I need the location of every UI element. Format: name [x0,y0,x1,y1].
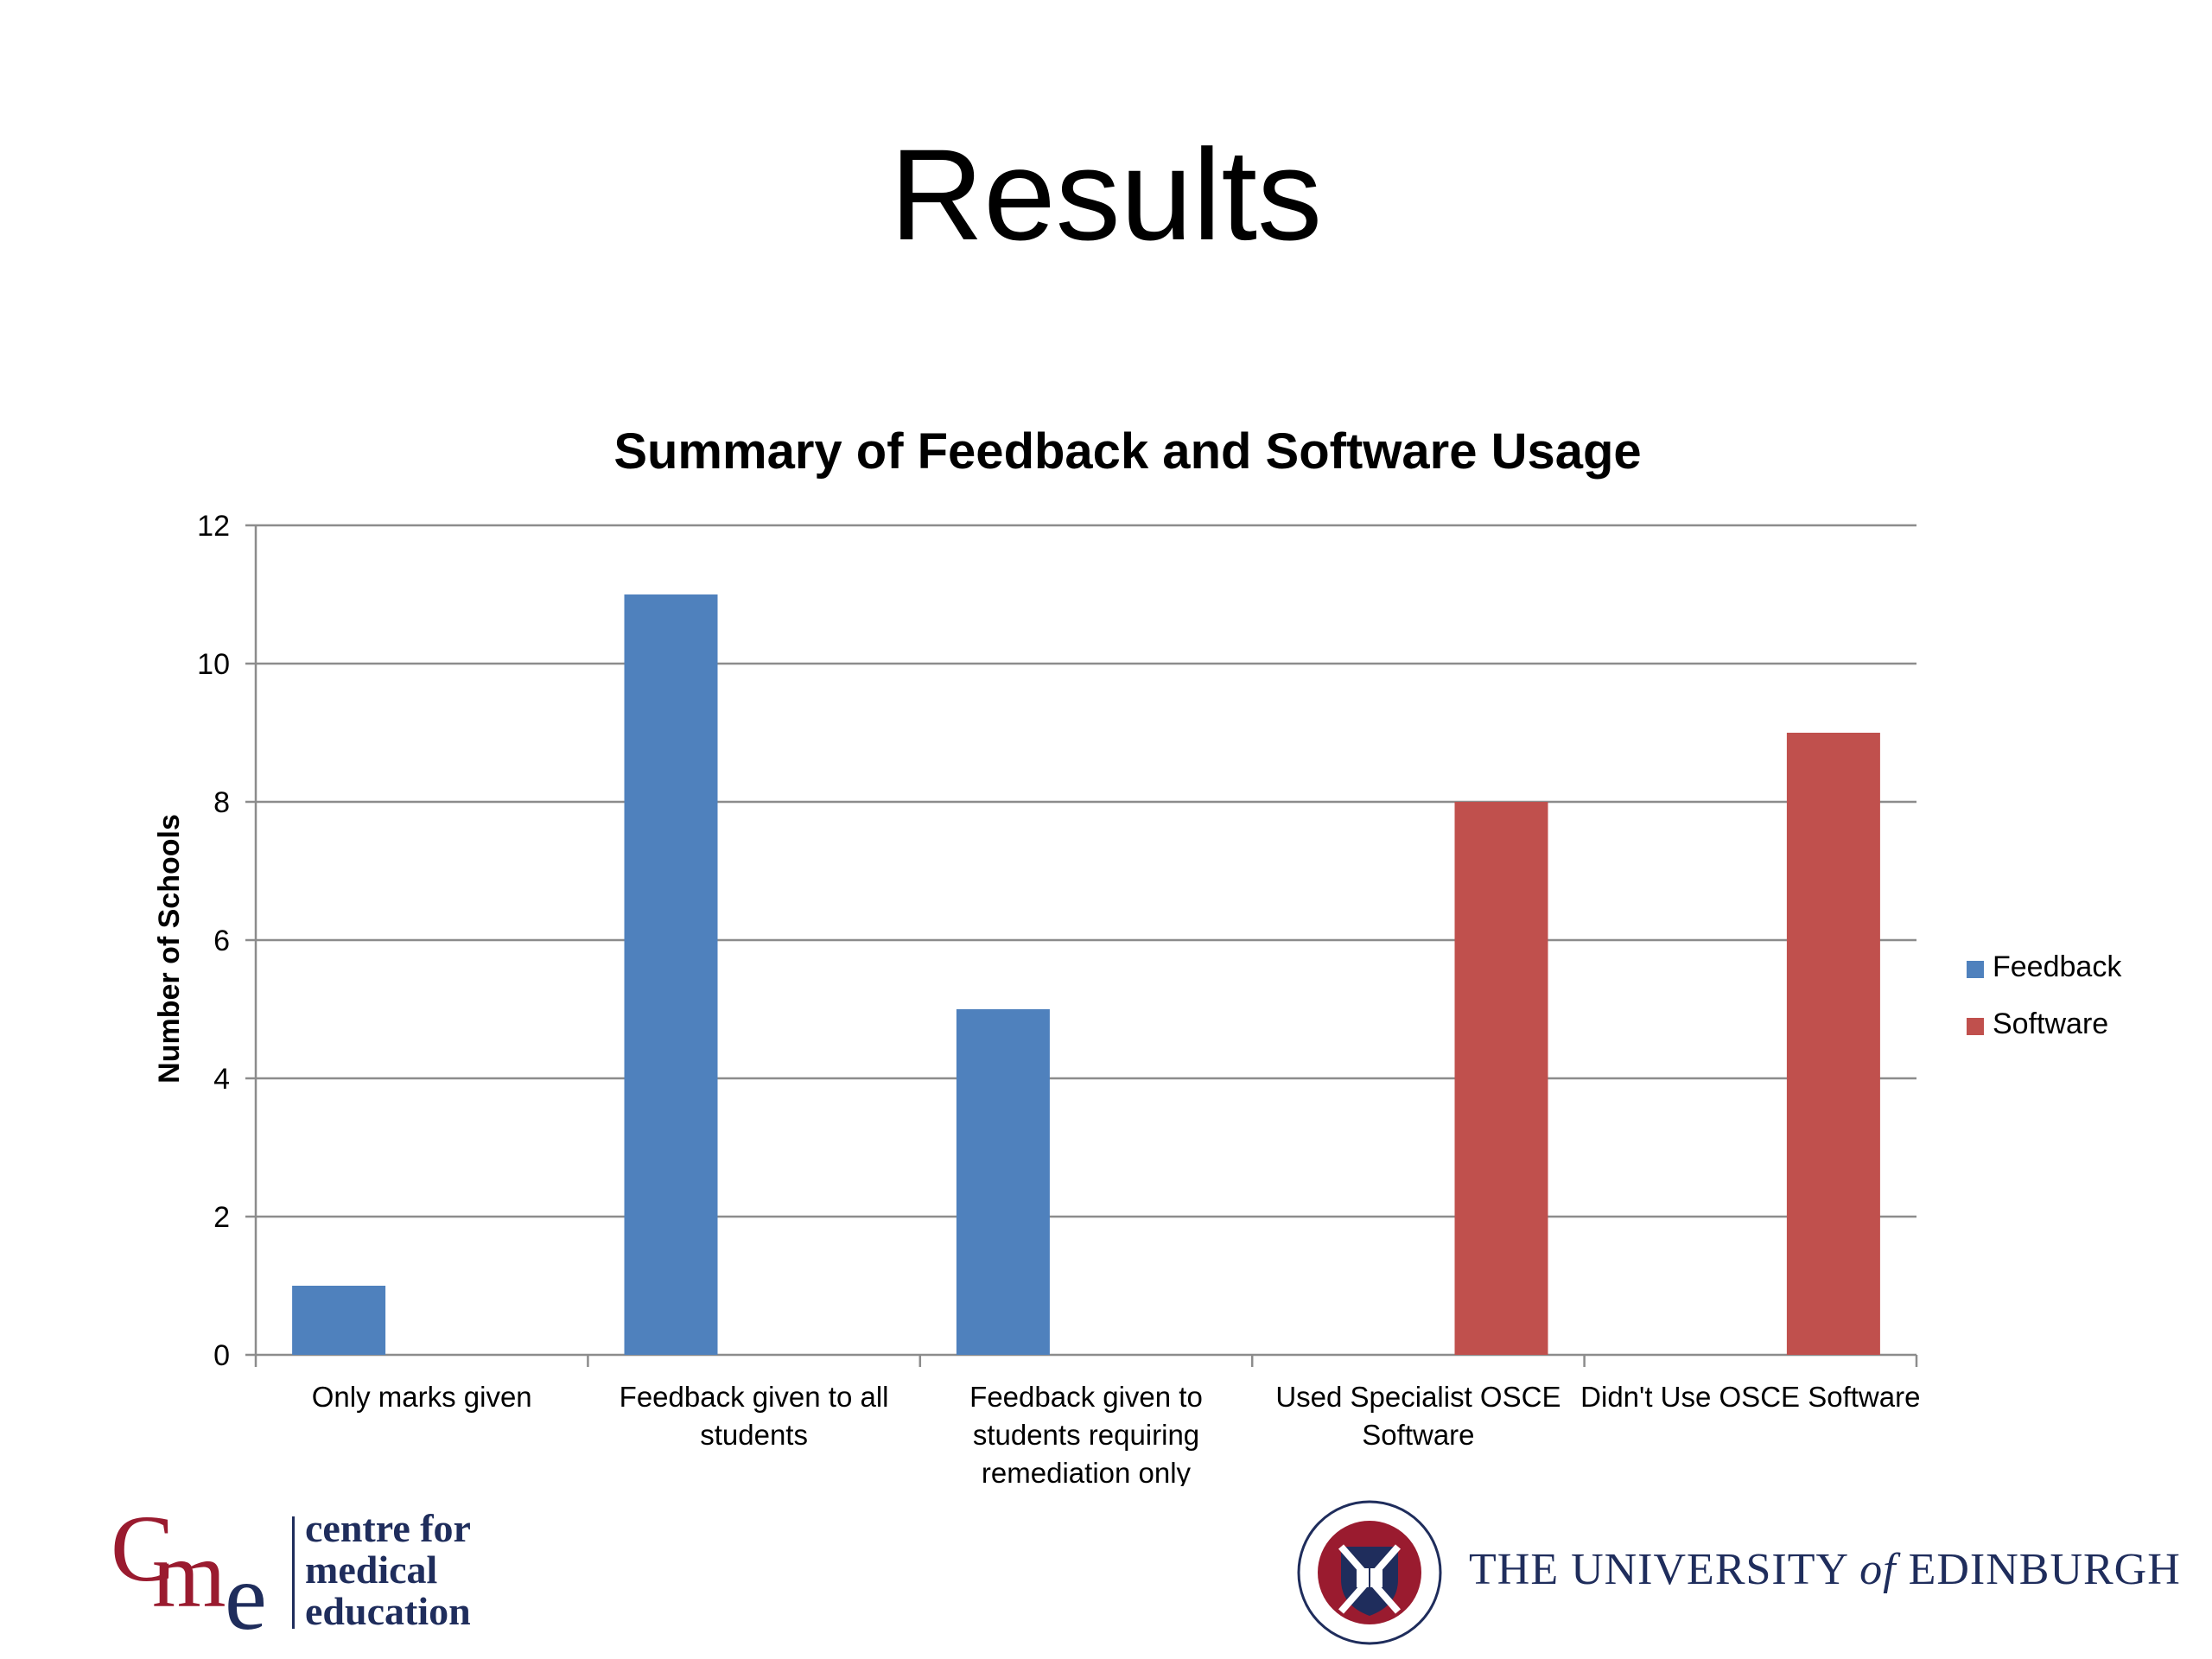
y-tick-label: 8 [213,786,230,819]
cme-letter-c: C [111,1496,175,1601]
cme-monogram: C m e [111,1501,292,1644]
legend-label-software: Software [1993,1007,2108,1040]
y-tick-label: 0 [213,1339,230,1372]
legend-swatch-feedback [1967,961,1984,978]
chart-title: Summary of Feedback and Software Usage [613,423,1641,480]
university-name-of: of [1859,1545,1897,1594]
legend-swatch-software [1967,1018,1984,1035]
university-name-pre: THE UNIVERSITY [1469,1545,1860,1594]
cme-line: medical [305,1548,438,1592]
bar-feedback [624,594,718,1355]
x-category-label: Only marks given [312,1381,532,1413]
cme-letter-e: e [225,1544,267,1649]
cme-divider [292,1516,295,1629]
x-category-label: Feedback given to all [620,1381,889,1413]
x-category-label: Didn't Use OSCE Software [1580,1381,1920,1413]
y-axis-label: Number of Schools [153,814,186,1084]
university-crest-icon [1297,1500,1442,1645]
x-category-label: Feedback given to [969,1381,1203,1413]
university-name: THE UNIVERSITY of EDINBURGH [1469,1544,2181,1595]
bar-feedback [292,1286,386,1355]
x-category-label: students requiring [973,1419,1199,1451]
legend-label-feedback: Feedback [1993,950,2122,983]
university-name-post: EDINBURGH [1896,1545,2181,1594]
university-logo: THE UNIVERSITY of EDINBURGH [1296,1499,2180,1646]
cme-wordmark: centre for medical education [305,1508,471,1632]
cme-letter-m: m [152,1522,226,1627]
y-tick-label: 10 [197,648,230,681]
cme-logo: C m e centre for medical education [111,1501,525,1644]
x-category-label: Software [1362,1419,1474,1451]
slide-title: Results [889,122,1323,267]
y-tick-label: 6 [213,925,230,957]
cme-line: centre for [305,1506,471,1550]
y-tick-label: 4 [213,1063,230,1096]
bar-feedback [956,1009,1050,1355]
cme-line: education [305,1589,471,1633]
x-category-label: students [700,1419,808,1451]
bar-software [1786,733,1880,1355]
y-tick-label: 12 [197,510,230,543]
x-category-label: Used Specialist OSCE [1275,1381,1560,1413]
bar-chart: Summary of Feedback and Software Usage 0 2… [153,423,2122,1486]
y-tick-label: 2 [213,1201,230,1234]
x-category-label: remediation only [982,1457,1192,1486]
bar-software [1454,802,1548,1355]
